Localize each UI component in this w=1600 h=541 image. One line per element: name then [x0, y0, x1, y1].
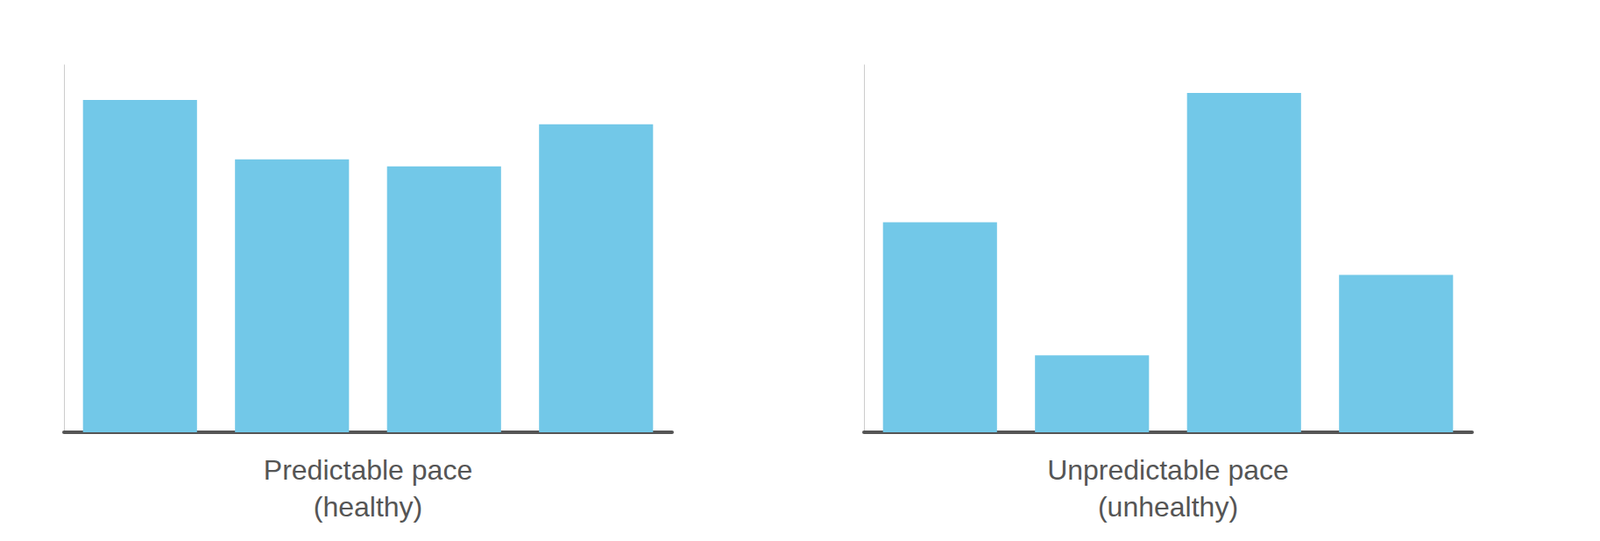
svg-text:(unhealthy): (unhealthy)	[1097, 490, 1239, 523]
svg-text:Predictable pace: Predictable pace	[263, 453, 473, 486]
svg-text:(healthy): (healthy)	[313, 490, 424, 523]
svg-text:Unpredictable pace: Unpredictable pace	[1047, 453, 1289, 486]
